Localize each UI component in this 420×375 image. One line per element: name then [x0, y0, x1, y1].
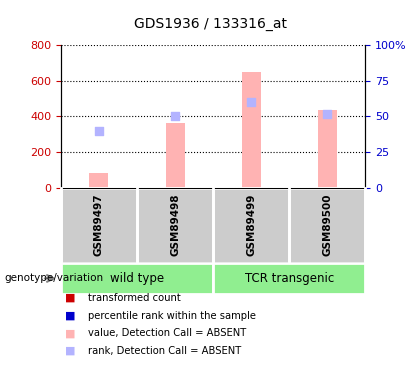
FancyBboxPatch shape: [61, 188, 137, 262]
FancyBboxPatch shape: [213, 188, 289, 262]
Bar: [241, 72, 261, 188]
Point: [96, 128, 102, 134]
Text: ■: ■: [65, 346, 76, 356]
FancyBboxPatch shape: [61, 262, 213, 294]
Text: wild type: wild type: [110, 272, 164, 285]
FancyBboxPatch shape: [137, 188, 213, 262]
Text: GDS1936 / 133316_at: GDS1936 / 133316_at: [134, 17, 286, 31]
Text: GSM89498: GSM89498: [170, 194, 180, 256]
FancyBboxPatch shape: [213, 262, 365, 294]
Bar: [165, 123, 185, 188]
Text: rank, Detection Call = ABSENT: rank, Detection Call = ABSENT: [88, 346, 242, 356]
Point: [324, 111, 331, 117]
Text: ■: ■: [65, 328, 76, 338]
Bar: [89, 173, 108, 188]
Text: ■: ■: [65, 311, 76, 321]
Text: transformed count: transformed count: [88, 293, 181, 303]
Text: ■: ■: [65, 293, 76, 303]
Text: value, Detection Call = ABSENT: value, Detection Call = ABSENT: [88, 328, 247, 338]
Bar: [318, 110, 337, 188]
Text: GSM89497: GSM89497: [94, 194, 104, 256]
Point: [248, 99, 255, 105]
Text: GSM89500: GSM89500: [322, 194, 332, 256]
Text: GSM89499: GSM89499: [246, 194, 256, 256]
Text: genotype/variation: genotype/variation: [4, 273, 103, 284]
Text: percentile rank within the sample: percentile rank within the sample: [88, 311, 256, 321]
Point: [172, 113, 178, 119]
FancyBboxPatch shape: [289, 188, 365, 262]
Text: TCR transgenic: TCR transgenic: [244, 272, 334, 285]
